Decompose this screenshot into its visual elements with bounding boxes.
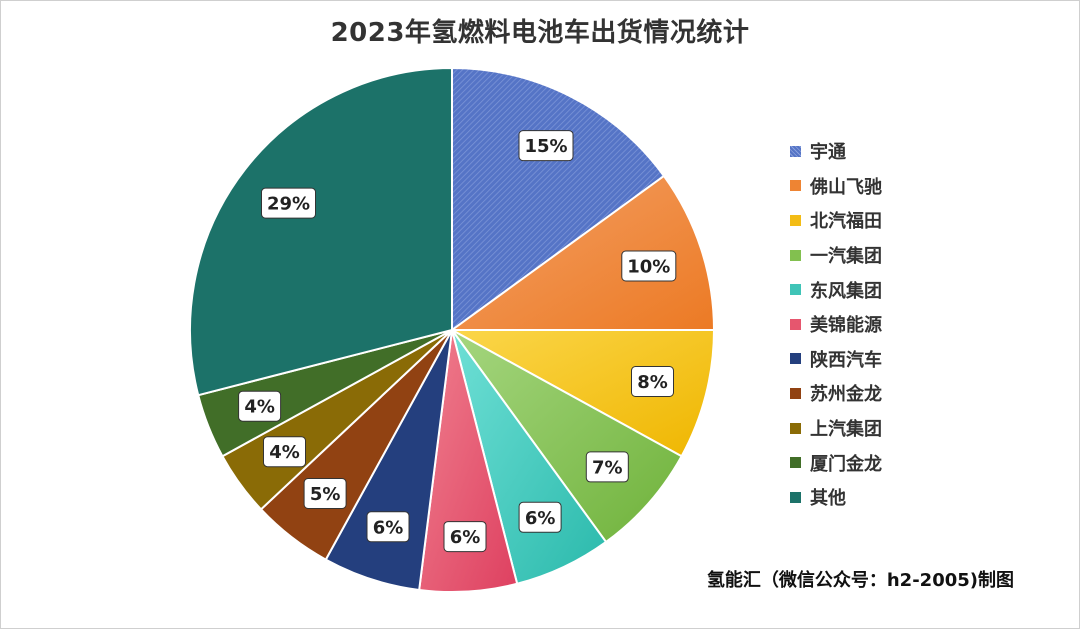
svg-text:10%: 10% [627, 257, 670, 278]
legend-item-10: 厦门金龙 [790, 445, 882, 480]
data-label-3: 8% [631, 366, 674, 397]
legend-swatch [790, 491, 801, 503]
svg-text:6%: 6% [373, 517, 404, 538]
data-label-6: 6% [443, 521, 487, 553]
data-label-8: 5% [303, 478, 347, 509]
chart-title: 2023年氢燃料电池车出货情况统计 [330, 18, 750, 48]
svg-text:29%: 29% [267, 194, 310, 215]
legend-item-5: 东风集团 [790, 272, 882, 307]
legend-label: 北汽福田 [810, 211, 882, 233]
legend-item-9: 上汽集团 [790, 411, 882, 446]
legend-item-3: 北汽福田 [790, 203, 882, 238]
svg-text:4%: 4% [269, 442, 300, 463]
legend-swatch [790, 249, 801, 261]
legend-swatch [790, 180, 801, 192]
data-label-1: 15% [518, 130, 574, 162]
legend-item-7: 陕西汽车 [790, 342, 882, 377]
legend-label: 一汽集团 [810, 246, 882, 268]
legend-label: 其他 [810, 488, 846, 510]
svg-text:4%: 4% [244, 397, 275, 418]
data-label-7: 6% [366, 511, 410, 543]
legend-item-8: 苏州金龙 [790, 376, 882, 411]
pie-slice-3 [451, 329, 716, 458]
chart-legend: 宇通佛山飞驰北汽福田一汽集团东风集团美锦能源陕西汽车苏州金龙上汽集团厦门金龙其他 [790, 134, 882, 515]
legend-swatch [790, 145, 801, 157]
legend-item-4: 一汽集团 [790, 238, 882, 273]
pie-slice-2 [448, 174, 716, 331]
legend-item-1: 宇通 [790, 134, 882, 169]
legend-label: 宇通 [810, 142, 846, 164]
pie-slice-1 [451, 66, 666, 332]
svg-text:5%: 5% [310, 484, 341, 505]
data-label-2: 10% [621, 250, 677, 282]
svg-text:6%: 6% [450, 527, 481, 548]
legend-swatch [790, 353, 801, 365]
legend-label: 美锦能源 [810, 315, 882, 337]
legend-label: 厦门金龙 [810, 453, 882, 475]
svg-text:8%: 8% [637, 372, 668, 393]
legend-label: 苏州金龙 [810, 384, 882, 406]
pie-slice-11 [188, 66, 453, 397]
legend-swatch [790, 387, 801, 399]
data-label-9: 4% [263, 436, 306, 468]
legend-label: 佛山飞驰 [810, 176, 882, 198]
legend-label: 上汽集团 [810, 419, 882, 441]
credit-text: 氢能汇（微信公众号：h2-2005)制图 [706, 570, 1014, 591]
legend-swatch [790, 457, 801, 469]
legend-item-6: 美锦能源 [790, 307, 882, 342]
legend-label: 东风集团 [810, 280, 882, 302]
svg-text:7%: 7% [592, 457, 623, 478]
legend-swatch [790, 214, 801, 226]
legend-item-2: 佛山飞驰 [790, 169, 882, 204]
pie-slice-4 [451, 329, 683, 544]
legend-swatch [790, 422, 801, 434]
data-label-5: 6% [518, 501, 562, 533]
svg-text:15%: 15% [524, 136, 567, 157]
legend-item-11: 其他 [790, 480, 882, 515]
data-label-11: 29% [261, 187, 316, 219]
svg-text:6%: 6% [525, 508, 556, 529]
data-label-4: 7% [585, 451, 629, 483]
legend-label: 陕西汽车 [810, 349, 882, 371]
legend-swatch [790, 318, 801, 330]
data-label-10: 4% [238, 390, 282, 422]
legend-swatch [790, 284, 801, 296]
